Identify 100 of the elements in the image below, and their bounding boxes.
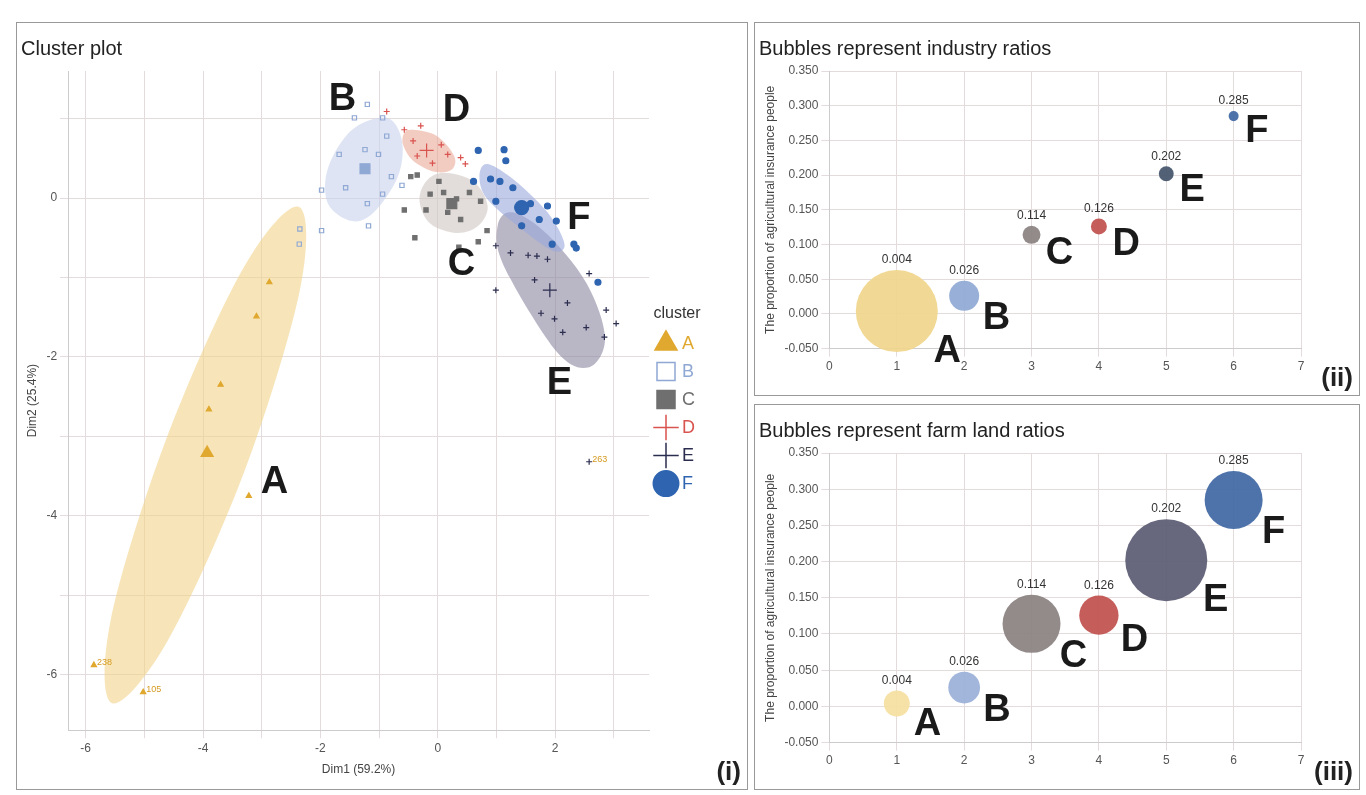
series-label: F (1261, 508, 1286, 551)
y-tick-label: -0.050 (784, 340, 819, 355)
x-tick-label: 2 (960, 753, 968, 768)
point (533, 252, 541, 260)
data-label: 0.114 (1016, 577, 1047, 592)
chart-title: Bubbles represent industry ratios (759, 36, 1052, 59)
point (266, 278, 273, 285)
x-tick-label: 1 (893, 359, 901, 374)
point (514, 200, 530, 216)
y-tick-label: 0.100 (788, 236, 819, 251)
point (296, 241, 302, 247)
x-tick-label: 0 (826, 753, 834, 768)
point (543, 202, 552, 210)
point (412, 235, 418, 241)
point (535, 215, 543, 224)
series-label: F (567, 195, 591, 238)
x-tick-label: -2 (315, 740, 327, 755)
text: (i) (716, 756, 741, 787)
y-tick-label: 0.100 (788, 626, 819, 641)
annotation: 105 (146, 684, 162, 695)
series-label: C (1045, 229, 1074, 272)
point (572, 244, 580, 252)
point (469, 177, 478, 185)
point (477, 198, 484, 204)
x-tick-label: 1 (893, 753, 901, 768)
point (336, 151, 342, 158)
point (351, 115, 358, 121)
series-label: A (933, 328, 961, 371)
y-tick-label: 0.300 (788, 98, 819, 113)
series-label: A (260, 458, 289, 501)
x-tick-label: 2 (960, 359, 968, 374)
y-tick-label: 0.000 (788, 698, 819, 713)
data-label: 0.285 (1218, 453, 1249, 468)
point (436, 178, 442, 185)
point (297, 226, 303, 232)
x-tick-label: 0 (826, 359, 834, 374)
point (453, 196, 460, 202)
x-tick-label: -4 (197, 740, 209, 755)
annotation: 263 (592, 453, 608, 464)
series-label: C (1059, 632, 1088, 675)
series-label: C (447, 241, 476, 284)
point (383, 133, 390, 139)
x-tick-label: 7 (1297, 359, 1305, 374)
series-label: B (328, 75, 357, 118)
point (245, 492, 252, 499)
point (461, 160, 469, 168)
text: (ii) (1321, 362, 1353, 393)
data-label: 0.004 (881, 252, 913, 267)
point (428, 159, 437, 167)
legend-label: E (682, 444, 695, 465)
data-label: 0.126 (1083, 577, 1115, 592)
point (585, 269, 593, 278)
y-tick-label: 0.250 (788, 517, 819, 532)
point (486, 175, 495, 183)
series-label: F (1245, 108, 1269, 151)
x-tick-label: 3 (1028, 359, 1036, 374)
series-label: E (1179, 167, 1205, 210)
point (518, 222, 526, 230)
point (413, 152, 421, 160)
x-tick-label: 6 (1230, 359, 1238, 374)
series-label: B (982, 294, 1011, 337)
y-axis-title: The proportion of agricultural insurance people (762, 473, 777, 722)
chart-title: Cluster plot (21, 36, 123, 59)
data-label: 0.202 (1151, 148, 1182, 163)
point (90, 661, 98, 668)
y-axis-title: The proportion of agricultural insurance people (762, 85, 777, 334)
point (200, 445, 214, 458)
point (600, 333, 608, 341)
x-tick-label: -6 (80, 740, 92, 755)
y-tick-label: 0.050 (788, 271, 819, 286)
point (506, 249, 515, 257)
point (500, 146, 508, 154)
y-tick-label: 0.250 (788, 132, 819, 147)
y-tick-label: 0 (50, 190, 58, 205)
point (399, 182, 405, 189)
y-tick-label: 0.000 (788, 306, 819, 321)
point (362, 146, 368, 153)
point (492, 197, 500, 205)
y-tick-label: 0.200 (788, 167, 819, 182)
annotation: 238 (96, 657, 112, 668)
point (537, 309, 545, 317)
point (401, 207, 408, 213)
point (530, 276, 539, 284)
x-tick-label: 7 (1297, 753, 1305, 768)
point (445, 209, 451, 216)
point (502, 157, 510, 165)
point (379, 191, 386, 197)
x-tick-label: 0 (434, 740, 442, 755)
point (359, 163, 371, 175)
x-tick-label: 6 (1230, 753, 1238, 768)
point (594, 278, 602, 286)
point (365, 223, 372, 229)
series-label: B (983, 687, 1011, 730)
x-tick-label: 4 (1095, 359, 1103, 374)
chart-title: Bubbles represent farm land ratios (759, 418, 1065, 441)
point (526, 200, 535, 208)
series-label: D (1120, 617, 1149, 660)
y-tick-label: 0.350 (788, 445, 819, 460)
data-label: 0.026 (949, 263, 980, 278)
x-tick-label: 4 (1095, 753, 1103, 768)
